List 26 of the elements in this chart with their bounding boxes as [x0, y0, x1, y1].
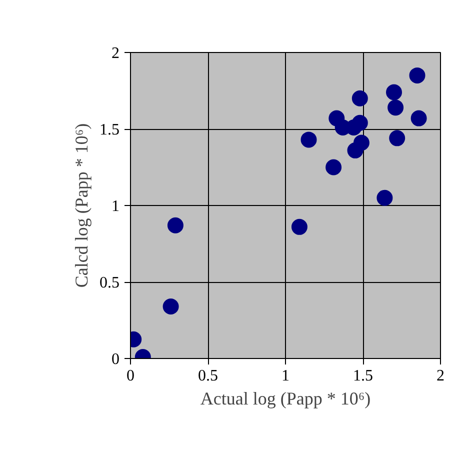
x-tick-label: 2: [436, 368, 444, 384]
point: [167, 217, 184, 234]
point: [352, 90, 368, 106]
point: [410, 110, 427, 126]
point: [388, 100, 404, 116]
point: [162, 298, 179, 314]
y-tick-label: 1: [112, 198, 120, 215]
point: [386, 84, 402, 100]
point: [352, 114, 368, 131]
point: [291, 218, 308, 235]
point: [409, 67, 426, 84]
y-tick-label: 0.5: [100, 274, 120, 292]
point: [389, 130, 406, 146]
point: [300, 132, 317, 148]
x-tick-label: 1.5: [353, 368, 373, 384]
point: [376, 190, 393, 206]
x-tick-label: 1: [282, 368, 290, 384]
x-axis-title: Actual log (Papp * 10⁶): [200, 388, 371, 408]
point: [353, 134, 370, 151]
x-tick-label: 0: [126, 368, 134, 384]
y-tick-label: 1.5: [100, 122, 120, 138]
x-tick-label: 0.5: [198, 368, 218, 384]
y-tick-label: 0: [112, 351, 120, 368]
y-axis-title: Calcd log (Papp * 10⁶): [72, 123, 92, 288]
y-tick-label: 2: [112, 45, 120, 62]
point: [326, 159, 342, 176]
